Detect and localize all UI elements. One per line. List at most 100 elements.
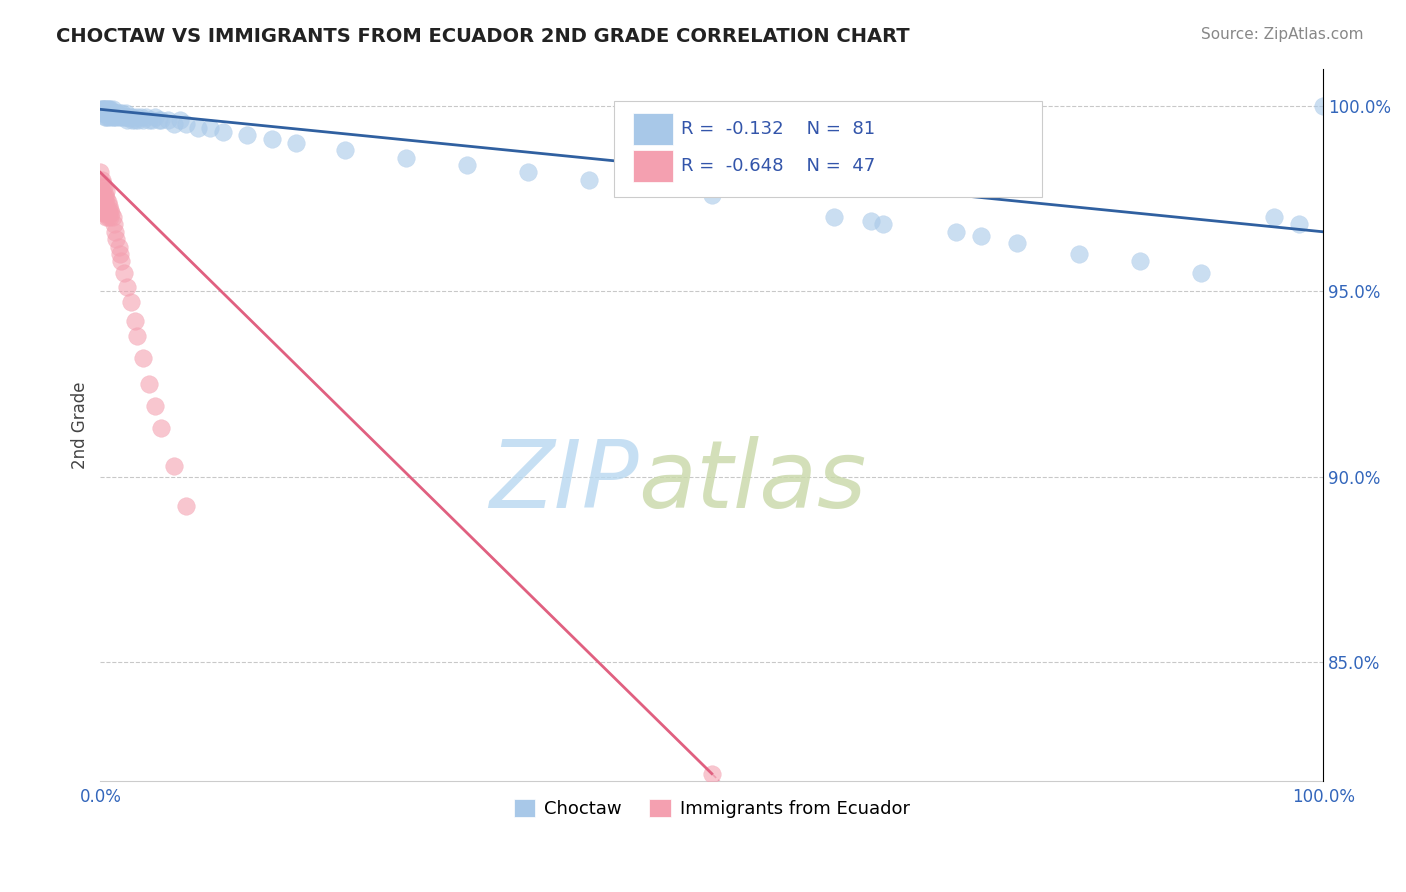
- Point: [138, 113, 160, 128]
- Point: [125, 110, 148, 124]
- Point: [93, 103, 115, 117]
- Point: [129, 110, 152, 124]
- Point: [90, 184, 112, 198]
- Point: [1007, 235, 1029, 250]
- Point: [90, 106, 112, 120]
- Point: [124, 113, 146, 128]
- Point: [89, 103, 111, 117]
- Point: [89, 165, 111, 179]
- Point: [91, 177, 114, 191]
- Text: Source: ZipAtlas.com: Source: ZipAtlas.com: [1201, 27, 1364, 42]
- Point: [91, 103, 114, 117]
- Point: [96, 210, 118, 224]
- Point: [122, 110, 145, 124]
- Point: [94, 206, 117, 220]
- Point: [98, 106, 121, 120]
- Point: [97, 106, 120, 120]
- Point: [112, 266, 135, 280]
- Point: [93, 202, 115, 217]
- Point: [150, 421, 173, 435]
- Point: [823, 210, 845, 224]
- Point: [101, 210, 124, 224]
- Point: [91, 106, 114, 120]
- Point: [700, 766, 723, 780]
- Point: [103, 106, 125, 120]
- Point: [98, 202, 121, 217]
- Legend: Choctaw, Immigrants from Ecuador: Choctaw, Immigrants from Ecuador: [506, 791, 917, 825]
- Point: [1189, 266, 1212, 280]
- Point: [90, 202, 112, 217]
- Point: [105, 232, 128, 246]
- Point: [93, 180, 115, 194]
- Point: [115, 106, 138, 120]
- Point: [148, 113, 170, 128]
- FancyBboxPatch shape: [614, 101, 1042, 197]
- Point: [108, 106, 131, 120]
- Point: [120, 110, 142, 124]
- Point: [117, 110, 139, 124]
- Point: [103, 110, 125, 124]
- Point: [96, 202, 118, 217]
- Point: [135, 110, 157, 124]
- Point: [110, 110, 132, 124]
- Point: [187, 120, 209, 135]
- Text: R =  -0.648    N =  47: R = -0.648 N = 47: [681, 157, 876, 175]
- Point: [132, 351, 155, 365]
- Point: [101, 103, 124, 117]
- Point: [98, 103, 121, 117]
- Point: [91, 195, 114, 210]
- Point: [97, 103, 120, 117]
- Point: [100, 206, 122, 220]
- Point: [117, 110, 139, 124]
- Point: [163, 458, 186, 473]
- Point: [97, 202, 120, 217]
- Point: [156, 113, 179, 128]
- Point: [117, 280, 139, 294]
- Point: [97, 103, 120, 117]
- Point: [96, 110, 118, 124]
- Point: [112, 110, 135, 124]
- Point: [578, 173, 600, 187]
- Point: [107, 240, 129, 254]
- FancyBboxPatch shape: [634, 151, 672, 182]
- Point: [200, 120, 222, 135]
- Point: [105, 110, 128, 124]
- Point: [859, 213, 882, 227]
- Point: [90, 103, 112, 117]
- Point: [94, 187, 117, 202]
- Point: [1263, 210, 1285, 224]
- Point: [97, 195, 120, 210]
- Point: [96, 191, 118, 205]
- Point: [211, 125, 233, 139]
- Point: [260, 132, 283, 146]
- Point: [107, 110, 129, 124]
- Point: [96, 103, 118, 117]
- Point: [517, 165, 540, 179]
- Point: [1288, 218, 1310, 232]
- Point: [114, 110, 136, 124]
- Point: [127, 113, 149, 128]
- Point: [456, 158, 478, 172]
- Point: [169, 113, 191, 128]
- Point: [1067, 247, 1090, 261]
- Point: [90, 191, 112, 205]
- FancyBboxPatch shape: [634, 113, 672, 145]
- Point: [1129, 254, 1152, 268]
- Point: [285, 136, 308, 150]
- Point: [163, 117, 186, 131]
- Text: atlas: atlas: [638, 436, 866, 527]
- Point: [104, 225, 127, 239]
- Point: [94, 110, 117, 124]
- Point: [94, 103, 117, 117]
- Point: [93, 191, 115, 205]
- Point: [90, 173, 112, 187]
- Point: [91, 187, 114, 202]
- Point: [94, 195, 117, 210]
- Point: [700, 187, 723, 202]
- Point: [141, 113, 163, 128]
- Point: [104, 106, 127, 120]
- Point: [101, 110, 124, 124]
- Point: [117, 113, 139, 128]
- Text: R =  -0.132    N =  81: R = -0.132 N = 81: [681, 120, 876, 138]
- Point: [98, 110, 121, 124]
